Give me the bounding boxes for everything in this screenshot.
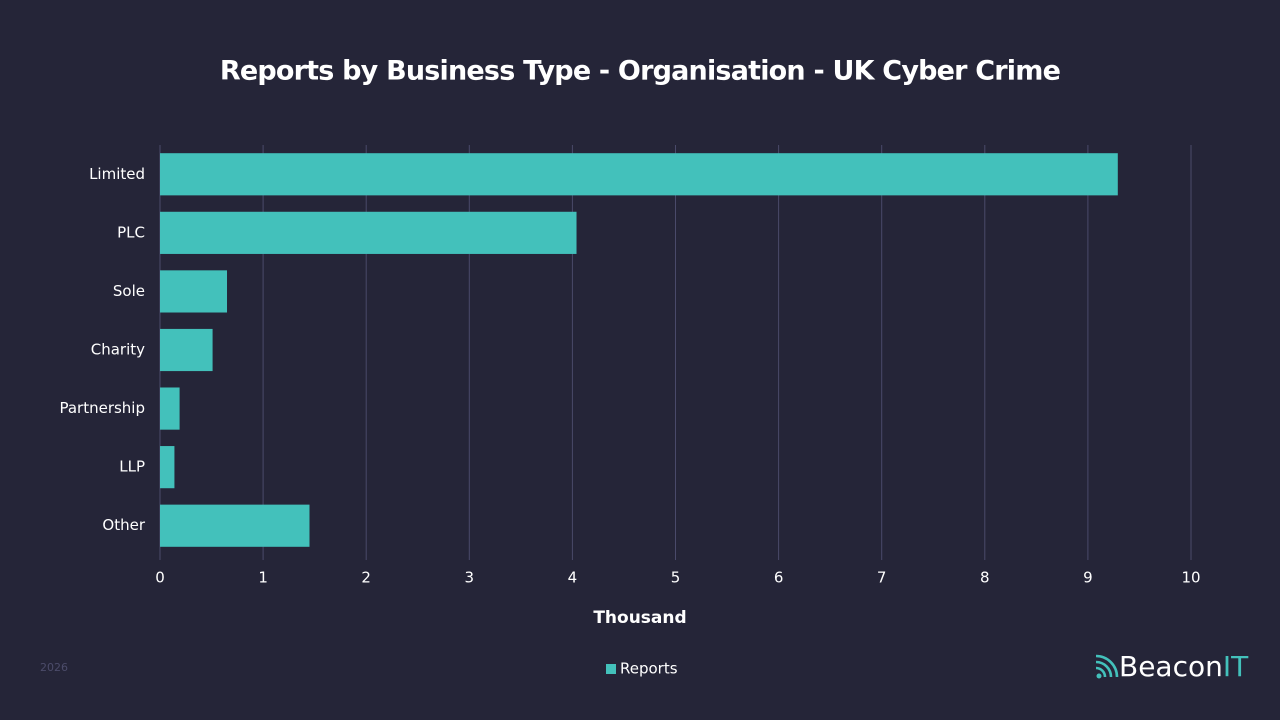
logo-text: BeaconIT	[1119, 650, 1249, 683]
logo-accent: IT	[1223, 650, 1249, 683]
y-tick-label: Other	[102, 516, 145, 534]
x-tick-label: 10	[1181, 569, 1200, 587]
x-tick-label: 5	[671, 569, 681, 587]
legend-label: Reports	[620, 660, 678, 678]
x-axis-label: Thousand	[593, 608, 686, 628]
x-tick-label: 6	[774, 569, 784, 587]
bar	[160, 270, 228, 313]
y-tick-label: PLC	[117, 223, 145, 241]
bar	[160, 387, 180, 430]
x-tick-label: 3	[465, 569, 475, 587]
bar	[160, 211, 577, 254]
y-tick-label: Limited	[89, 165, 145, 183]
legend-swatch	[606, 664, 616, 674]
bar	[160, 328, 213, 372]
logo-icon	[1095, 654, 1119, 678]
y-tick-label: Sole	[113, 282, 145, 300]
x-tick-label: 8	[980, 569, 990, 587]
logo-icon	[1096, 673, 1102, 679]
bar	[160, 153, 1118, 196]
logo-brand: Beacon	[1119, 650, 1223, 683]
x-tick-label: 0	[155, 569, 165, 587]
x-tick-label: 1	[258, 569, 268, 587]
bar	[160, 446, 175, 489]
x-tick-label: 9	[1083, 569, 1093, 587]
bar	[160, 504, 310, 547]
footer-year: 2026	[40, 661, 68, 674]
y-tick-label: Partnership	[59, 399, 145, 417]
logo: BeaconIT	[1095, 650, 1249, 683]
y-tick-label: Charity	[91, 341, 145, 359]
y-tick-label: LLP	[119, 458, 145, 476]
chart-title: Reports by Business Type - Organisation …	[220, 56, 1060, 87]
x-tick-label: 7	[877, 569, 887, 587]
x-tick-label: 2	[361, 569, 371, 587]
x-tick-label: 4	[568, 569, 578, 587]
